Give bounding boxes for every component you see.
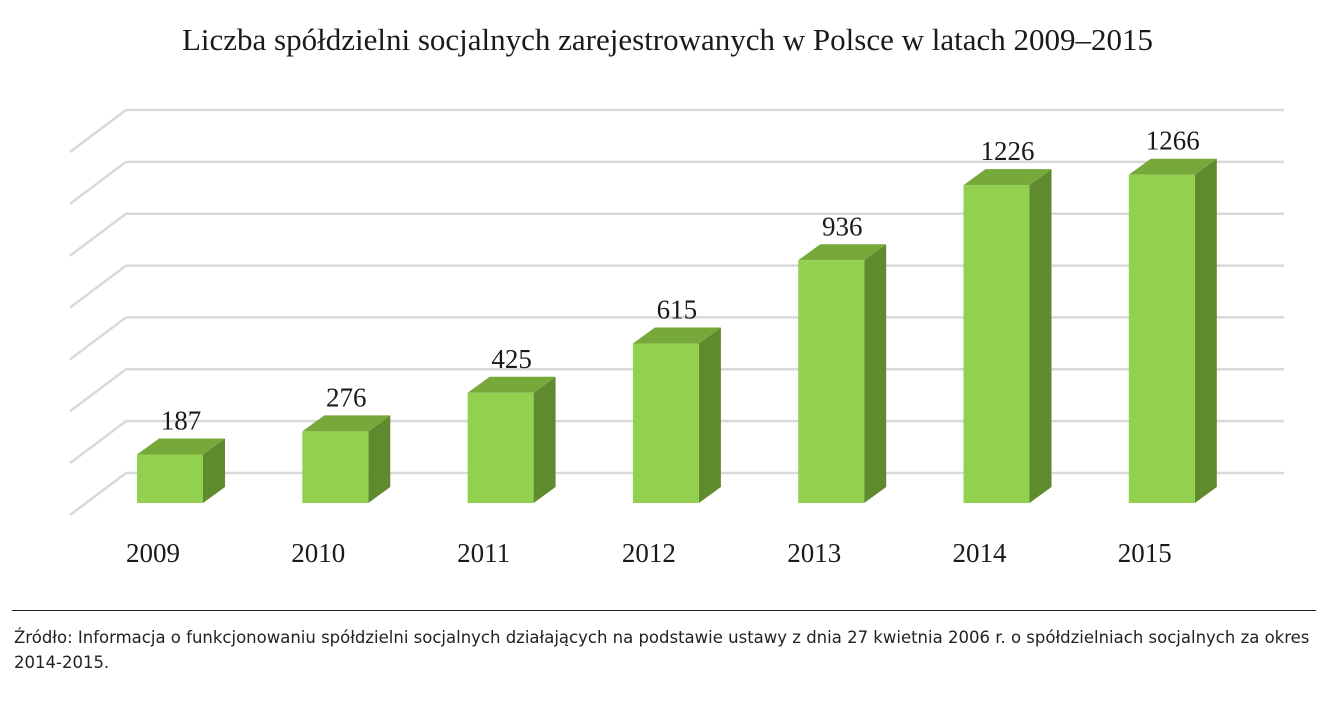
bar-front <box>963 185 1030 503</box>
bar-top <box>467 376 556 393</box>
source-divider <box>12 610 1316 611</box>
bar-side <box>203 438 225 503</box>
bar-2010 <box>302 415 391 503</box>
x-tick-label: 2012 <box>622 538 676 568</box>
data-label: 1266 <box>1146 126 1200 156</box>
bar-front <box>302 431 369 503</box>
bar-front <box>137 454 203 503</box>
bar-front <box>798 260 865 503</box>
gridline-wall <box>69 160 127 205</box>
data-label: 187 <box>161 406 202 436</box>
gridline-wall <box>69 420 127 465</box>
gridline-wall <box>69 472 127 516</box>
gridline-wall <box>69 109 127 153</box>
data-label: 276 <box>326 382 367 412</box>
bar-side <box>1029 169 1052 503</box>
bar-top <box>302 415 391 432</box>
bar-front <box>467 392 534 503</box>
bar-side <box>1194 158 1217 503</box>
x-tick-label: 2011 <box>457 538 510 568</box>
bar-2011 <box>467 376 556 503</box>
bar-top <box>632 327 721 344</box>
gridline-wall <box>69 264 127 309</box>
bar-2013 <box>798 244 887 503</box>
bar-2014 <box>963 169 1052 503</box>
x-tick-label: 2013 <box>787 538 841 568</box>
data-labels: 187 276 425 615 936 1226 1266 <box>161 126 1200 436</box>
bars <box>137 158 1217 503</box>
bar-side <box>533 376 556 503</box>
x-axis-ticks: 2009 2010 2011 2012 2013 2014 2015 <box>126 538 1172 568</box>
x-tick-label: 2015 <box>1118 538 1172 568</box>
bar-front <box>632 343 699 503</box>
data-label: 425 <box>491 344 532 374</box>
chart-title: Liczba spółdzielni socjalnych zarejestro… <box>181 22 1154 57</box>
bar-side <box>698 327 721 503</box>
bar-2012 <box>632 327 721 503</box>
bar-side <box>864 244 887 503</box>
bar-top <box>798 244 887 261</box>
source-note: Źródło: Informacja o funkcjonowaniu spół… <box>14 628 1310 672</box>
bar-top <box>963 169 1052 186</box>
gridline-wall <box>69 368 127 413</box>
bar-top <box>137 438 225 455</box>
bar-front <box>1128 174 1195 503</box>
data-label: 615 <box>657 295 698 325</box>
x-tick-label: 2014 <box>953 538 1008 568</box>
bar-2009 <box>137 438 225 503</box>
data-label: 1226 <box>981 136 1035 166</box>
bar-top <box>1128 158 1217 175</box>
bar-2015 <box>1128 158 1217 503</box>
x-tick-label: 2010 <box>291 538 345 568</box>
bar-side <box>368 415 391 503</box>
gridline-wall <box>69 316 127 361</box>
gridline-wall <box>69 212 127 257</box>
x-tick-label: 2009 <box>126 538 180 568</box>
chart-plot: 187 276 425 615 936 1226 1266 2009 2010 2011 2012… <box>69 108 1284 568</box>
data-label: 936 <box>822 211 863 241</box>
